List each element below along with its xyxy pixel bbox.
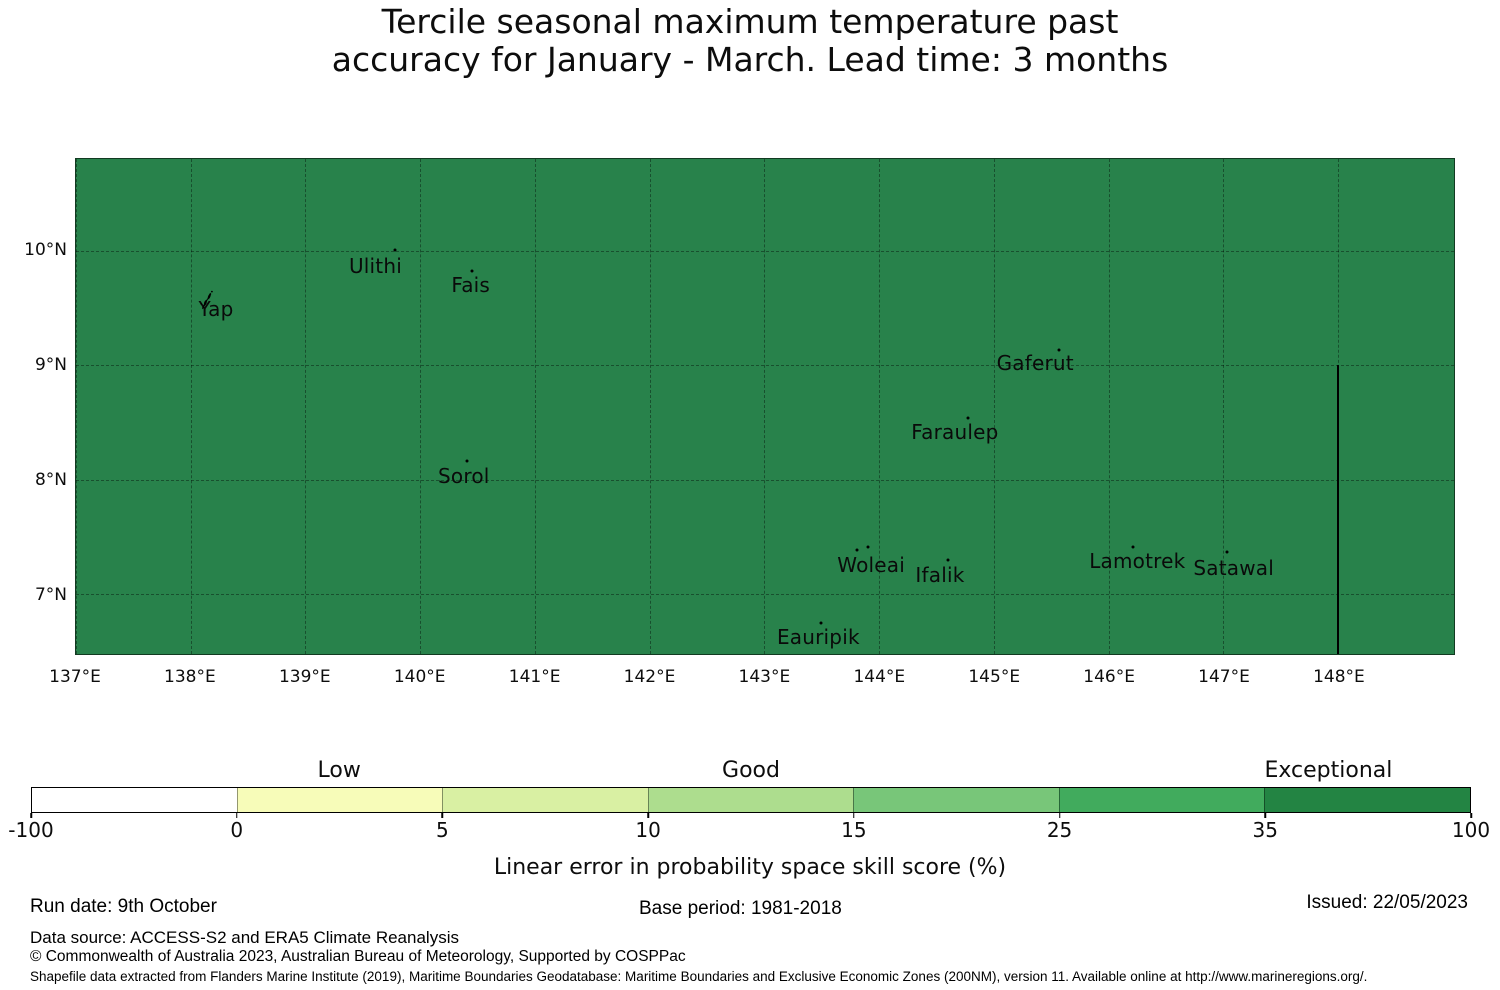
footer-data-source: Data source: ACCESS-S2 and ERA5 Climate … [30,928,459,947]
island-label-ulithi: Ulithi [348,253,402,278]
colorbar-category-label-exceptional: Exceptional [1264,758,1393,783]
latitude-gridline [76,365,1454,367]
colorbar-segment-1 [236,788,443,812]
colorbar-tick [1058,813,1061,818]
longitude-gridline [305,159,307,654]
longitude-gridline [764,159,766,654]
island-label-eauripik: Eauripik [776,624,860,649]
y-tick-label: 8°N [34,470,67,491]
x-tick-label: 144°E [853,667,906,687]
longitude-gridline [1223,159,1225,654]
island-label-ifalik: Ifalik [915,562,965,587]
colorbar-category-label-good: Good [722,758,780,783]
island-dot [866,545,870,549]
colorbar-categories: Low Good Exceptional [31,758,1471,786]
latitude-gridline [76,479,1454,481]
colorbar-tick [647,813,649,818]
y-tick-label: 7°N [34,585,67,606]
x-tick-label: 137°E [49,667,101,687]
colorbar-tick-label: 5 [436,818,449,842]
x-axis: 137°E 138°E 139°E 140°E 141°E 142°E 143°E 144°E… [49,667,1455,691]
x-tick-label: 140°E [393,667,446,687]
island-dot [819,621,823,625]
colorbar-tick [30,813,32,818]
longitude-gridline [76,159,77,654]
y-tick-label: 10°N [24,240,67,261]
colorbar-tick-label: -100 [8,818,54,842]
footer-issued-date: Issued: 22/05/2023 [1306,892,1468,913]
longitude-gridline [190,159,192,654]
colorbar-tick-label: 100 [1451,818,1491,842]
x-tick-label: 141°E [508,667,561,687]
y-tick-label: 9°N [34,355,67,376]
island-dot [855,548,859,552]
colorbar-tick-label: 15 [841,818,867,842]
y-axis: 10°N 9°N 8°N 7°N [0,158,67,655]
yap-island-shape [199,290,215,310]
colorbar-tick-label: 0 [230,818,244,842]
island-label-fais: Fais [451,273,491,298]
x-tick-label: 139°E [278,667,331,687]
colorbar-ticks: -100 0 5 10 15 25 35 100 [8,813,1490,843]
colorbar-tick-label: 35 [1252,818,1279,842]
colorbar-segment-3 [647,788,854,812]
colorbar-category-label-low: Low [317,758,361,783]
latitude-gridline [76,250,1454,252]
colorbar-tick-label: 25 [1046,818,1073,842]
figure-title: Tercile seasonal maximum temperature pas… [0,3,1500,79]
island-label-yap: Yap [198,297,234,322]
colorbar-segment-6 [1264,788,1471,812]
island-label-gaferut: Gaferut [996,350,1074,375]
longitude-gridline [534,159,536,654]
island-dot [1225,550,1229,554]
island-dot [1131,545,1135,549]
title-line-2: accuracy for January - March. Lead time:… [331,40,1169,79]
colorbar [31,787,1471,813]
island-dot [470,269,474,273]
island-label-satawal: Satawal [1193,556,1274,581]
island-dot [1057,348,1061,352]
footer-shapefile-note: Shapefile data extracted from Flanders M… [30,969,1368,984]
colorbar-segment-5 [1058,788,1265,812]
colorbar-tick-label: 10 [635,818,661,842]
island-dot [393,248,397,252]
island-label-lamotrek: Lamotrek [1089,549,1186,574]
footer-copyright: © Commonwealth of Australia 2023, Austra… [30,948,686,965]
colorbar-tick [235,813,238,818]
island-label-woleai: Woleai [837,552,905,577]
colorbar-tick [1470,813,1472,818]
title-line-1: Tercile seasonal maximum temperature pas… [381,2,1119,41]
map-plot: Yap Ulithi Fais Sorol Gaferut Faraulep Woleai I… [75,158,1455,655]
island-dot [465,459,469,463]
colorbar-tick [853,813,855,818]
longitude-gridline [420,159,422,654]
island-dot [946,558,950,562]
latitude-gridline [76,594,1454,596]
colorbar-segment-2 [442,788,648,812]
x-tick-label: 145°E [968,667,1021,687]
x-tick-label: 146°E [1083,667,1135,687]
colorbar-tick [1264,813,1267,818]
longitude-gridline [1108,159,1110,654]
longitude-gridline [879,159,881,654]
longitude-gridline [649,159,651,654]
x-tick-label: 148°E [1313,667,1365,687]
x-tick-label: 142°E [623,667,676,687]
island-label-sorol: Sorol [438,464,490,489]
footer-run-date: Run date: 9th October [30,896,217,917]
island-label-faraulep: Faraulep [911,419,999,444]
eez-boundary-line [1337,365,1340,654]
footer-base-period: Base period: 1981-2018 [639,898,842,919]
colorbar-tick [441,813,444,818]
island-dot [966,416,969,420]
colorbar-axis-label: Linear error in probability space skill … [493,855,1007,880]
x-tick-label: 147°E [1198,667,1250,687]
longitude-gridline [993,159,995,654]
x-tick-label: 143°E [738,667,791,687]
colorbar-segment-0 [32,788,237,812]
x-tick-label: 138°E [164,667,216,687]
colorbar-segment-4 [853,788,1059,812]
